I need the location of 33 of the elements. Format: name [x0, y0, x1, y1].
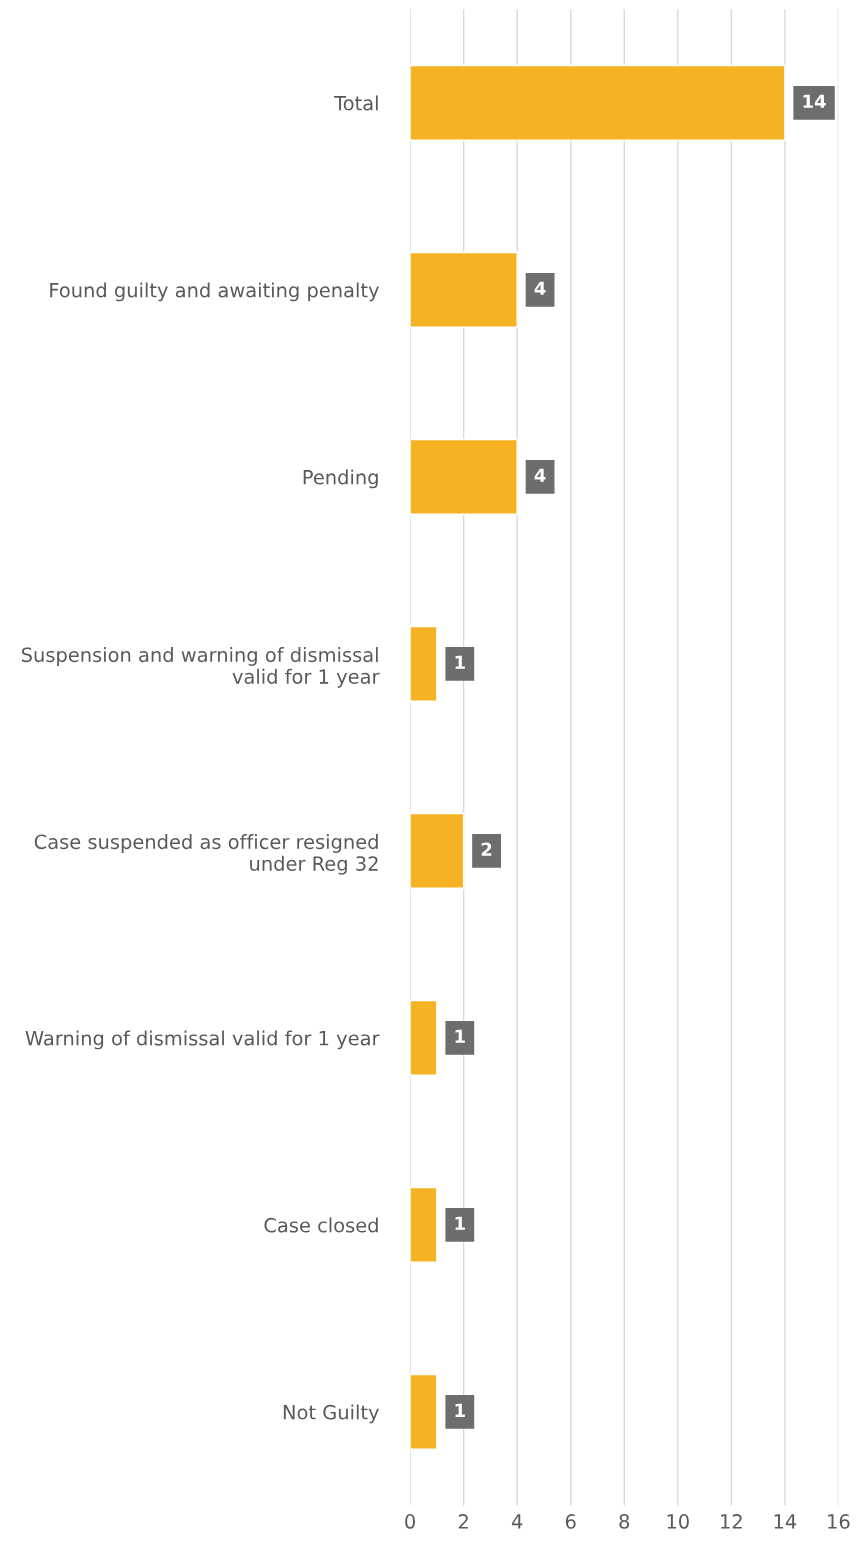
- y-tick-label: Not Guilty: [283, 1404, 379, 1424]
- x-tick-label: 2: [458, 1514, 468, 1529]
- x-tick-label: 0: [405, 1514, 415, 1529]
- y-tick-label: Total: [334, 95, 378, 111]
- x-tick-label: 4: [511, 1514, 523, 1529]
- x-tick-label: 14: [774, 1514, 797, 1529]
- y-tick-label: Pending: [303, 469, 378, 489]
- x-tick-label: 16: [828, 1514, 850, 1529]
- data-label: 1: [455, 1029, 465, 1043]
- bar: [410, 1186, 438, 1263]
- y-tick-label: Case suspended as officer resigned under Reg 32: [34, 834, 378, 875]
- data-label: 4: [534, 281, 546, 295]
- x-tick-label: 12: [721, 1514, 742, 1529]
- y-tick-label: Warning of dismissal valid for 1 year: [25, 1030, 380, 1050]
- y-tick-label: Case closed: [264, 1217, 378, 1233]
- bar: [410, 64, 786, 141]
- bar: [410, 812, 465, 889]
- data-label: 4: [534, 468, 546, 482]
- x-tick-label: 8: [619, 1514, 630, 1529]
- data-label: 1: [455, 1216, 465, 1230]
- data-label: 14: [803, 94, 826, 108]
- data-label: 1: [455, 1403, 465, 1417]
- bar: [410, 625, 438, 702]
- bar: [410, 438, 518, 515]
- y-tick-label: Found guilty and awaiting penalty: [50, 282, 379, 302]
- bar: [410, 1373, 438, 1450]
- x-tick-label: 10: [667, 1514, 689, 1529]
- bar: [410, 251, 518, 328]
- data-label: 1: [455, 655, 465, 669]
- y-tick-label: Suspension and warning of dismissal valid for 1 year: [21, 647, 380, 688]
- bar: [410, 999, 438, 1076]
- x-tick-label: 6: [565, 1514, 576, 1529]
- data-label: 2: [481, 842, 492, 856]
